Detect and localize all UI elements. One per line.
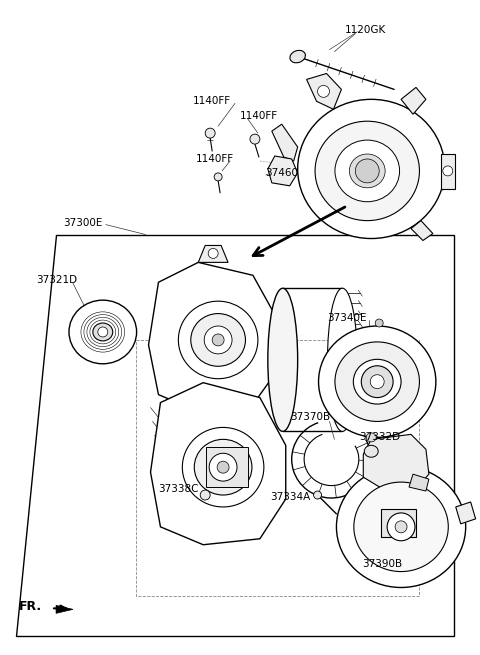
Polygon shape	[148, 263, 278, 411]
Ellipse shape	[319, 326, 436, 438]
Ellipse shape	[315, 121, 420, 221]
Ellipse shape	[353, 360, 401, 404]
Polygon shape	[381, 509, 416, 537]
Ellipse shape	[327, 288, 357, 432]
Text: 37334A: 37334A	[270, 492, 310, 502]
Ellipse shape	[290, 50, 305, 63]
Text: 37370B: 37370B	[290, 413, 330, 422]
Ellipse shape	[209, 453, 237, 481]
Text: 37340E: 37340E	[327, 313, 367, 323]
Ellipse shape	[69, 300, 137, 364]
Text: 1120GK: 1120GK	[344, 25, 385, 35]
Ellipse shape	[204, 326, 232, 354]
Ellipse shape	[98, 327, 108, 337]
Text: 1140FF: 1140FF	[240, 111, 278, 121]
Ellipse shape	[370, 375, 384, 388]
Ellipse shape	[336, 466, 466, 588]
Polygon shape	[409, 474, 429, 491]
Ellipse shape	[93, 323, 113, 341]
Polygon shape	[363, 434, 429, 491]
Ellipse shape	[364, 445, 378, 457]
Text: 37460: 37460	[265, 168, 298, 178]
Ellipse shape	[179, 301, 258, 379]
Ellipse shape	[443, 166, 453, 176]
Polygon shape	[441, 154, 455, 189]
Ellipse shape	[387, 513, 415, 541]
Polygon shape	[411, 221, 433, 240]
Ellipse shape	[354, 482, 448, 572]
Ellipse shape	[217, 461, 229, 473]
Text: 37338C: 37338C	[158, 484, 199, 494]
Polygon shape	[151, 383, 286, 545]
Ellipse shape	[214, 173, 222, 181]
Polygon shape	[268, 156, 298, 186]
Ellipse shape	[366, 433, 376, 442]
Ellipse shape	[335, 140, 399, 202]
Text: 37390B: 37390B	[362, 559, 402, 569]
Ellipse shape	[349, 154, 385, 188]
Text: FR.: FR.	[19, 600, 42, 613]
Polygon shape	[206, 447, 248, 487]
Ellipse shape	[335, 342, 420, 421]
Text: 1140FF: 1140FF	[196, 154, 234, 164]
Polygon shape	[401, 87, 426, 114]
Text: 37332D: 37332D	[360, 432, 400, 442]
Ellipse shape	[250, 134, 260, 144]
Ellipse shape	[395, 521, 407, 533]
Polygon shape	[307, 73, 341, 109]
Ellipse shape	[375, 319, 383, 327]
Ellipse shape	[318, 85, 329, 98]
Ellipse shape	[298, 100, 445, 238]
Polygon shape	[272, 124, 298, 161]
Text: 37321D: 37321D	[36, 275, 77, 286]
Ellipse shape	[361, 365, 393, 398]
Ellipse shape	[191, 314, 245, 366]
Text: 37300E: 37300E	[63, 217, 102, 227]
Polygon shape	[456, 502, 476, 524]
Ellipse shape	[200, 490, 210, 500]
Text: 1140FF: 1140FF	[193, 96, 231, 106]
Ellipse shape	[205, 128, 215, 138]
Polygon shape	[16, 234, 454, 636]
Ellipse shape	[313, 491, 322, 499]
Ellipse shape	[194, 440, 252, 495]
Ellipse shape	[212, 334, 224, 346]
Polygon shape	[198, 246, 228, 263]
Ellipse shape	[182, 428, 264, 507]
Polygon shape	[56, 605, 73, 613]
Ellipse shape	[208, 248, 218, 259]
Ellipse shape	[355, 159, 379, 183]
Ellipse shape	[268, 288, 298, 432]
